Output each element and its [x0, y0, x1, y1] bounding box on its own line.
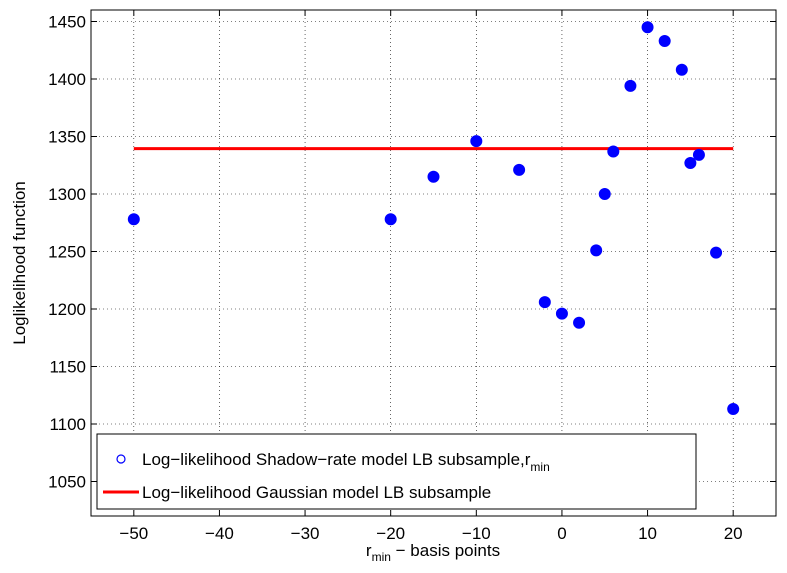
data-point	[658, 35, 671, 48]
y-axis-label: Loglikelihood function	[10, 181, 29, 345]
data-point	[590, 244, 603, 257]
legend-label-shadow-rate: Log−likelihood Shadow−rate model LB subs…	[142, 450, 550, 474]
data-point	[641, 21, 654, 34]
y-tick-label: 1300	[48, 185, 86, 204]
x-axis-label-sub: min	[372, 550, 391, 564]
data-point	[684, 156, 697, 169]
legend-label-gaussian: Log−likelihood Gaussian model LB subsamp…	[142, 483, 491, 502]
x-axis-label: rmin − basis points	[366, 541, 500, 564]
data-point	[675, 63, 688, 76]
plot-frame	[90, 9, 777, 517]
legend-label-shadow-rate-main: Log−likelihood Shadow−rate model LB subs…	[142, 450, 531, 469]
x-axis-ticks: −50 −40 −30 −20 −10 0 10 20	[119, 10, 743, 543]
x-tick-label: −30	[291, 524, 320, 543]
y-tick-label: 1050	[48, 473, 86, 492]
y-tick-label: 1400	[48, 70, 86, 89]
data-point	[470, 135, 483, 148]
legend: Log−likelihood Shadow−rate model LB subs…	[96, 433, 697, 510]
y-tick-label: 1100	[49, 415, 86, 434]
legend-marker-shadow-rate	[116, 454, 126, 464]
data-point	[384, 213, 397, 226]
y-tick-label: 1350	[48, 128, 86, 147]
data-point	[573, 316, 586, 329]
data-point	[607, 145, 620, 158]
x-tick-label: −10	[462, 524, 491, 543]
data-point	[692, 148, 705, 161]
data-point	[538, 296, 551, 309]
x-tick-label: −50	[119, 524, 148, 543]
data-point	[555, 307, 568, 320]
data-point	[727, 403, 740, 416]
grid-lines	[91, 10, 776, 516]
data-point	[127, 213, 140, 226]
x-tick-label: 10	[638, 524, 657, 543]
shadow-rate-series	[127, 21, 740, 416]
data-point	[710, 246, 723, 259]
data-point	[624, 79, 637, 92]
y-tick-label: 1250	[48, 243, 86, 262]
data-point	[598, 188, 611, 200]
x-axis-label-rest: − basis points	[391, 541, 500, 560]
legend-label-shadow-rate-sub: min	[530, 460, 549, 474]
x-tick-label: 0	[557, 524, 566, 543]
x-axis-label-main: r	[366, 541, 372, 560]
x-tick-label: −20	[376, 524, 405, 543]
y-tick-label: 1450	[48, 13, 86, 32]
legend-box	[96, 433, 697, 510]
data-point	[513, 163, 526, 176]
y-tick-label: 1200	[48, 300, 86, 319]
y-tick-label: 1150	[49, 358, 86, 377]
plot-area	[91, 10, 776, 516]
y-axis-ticks: 1050 1100 1150 1200 1250 1300 1350 1400 1450	[48, 13, 776, 492]
x-tick-label: −40	[205, 524, 234, 543]
x-tick-label: 20	[724, 524, 743, 543]
data-point	[427, 170, 440, 183]
